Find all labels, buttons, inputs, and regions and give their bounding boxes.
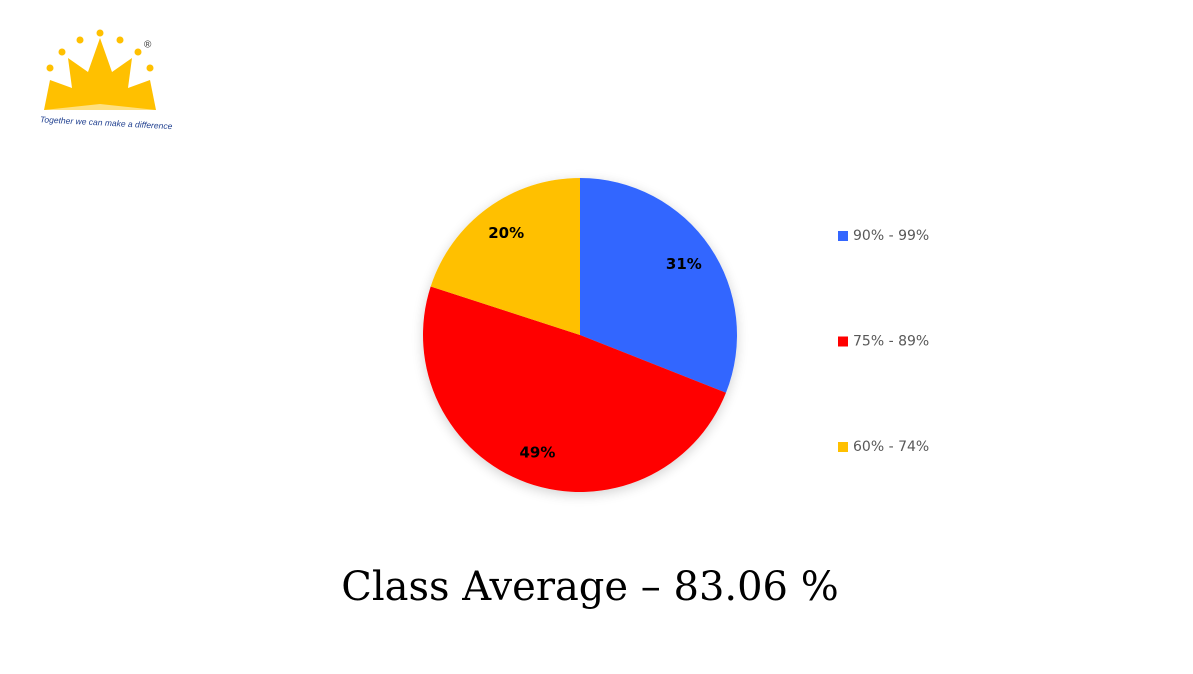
legend-swatch: [838, 231, 848, 241]
logo-mark: ®: [144, 40, 152, 51]
pie: [423, 178, 737, 492]
logo: ® Together we can make a difference: [40, 29, 173, 131]
pie-slice: [580, 178, 737, 393]
value-label: 20%: [488, 224, 524, 242]
legend-label: 75% - 89%: [853, 334, 929, 350]
legend-swatch: [838, 442, 848, 452]
logo-dot: [146, 64, 154, 72]
pie-slice: [423, 286, 726, 492]
legend-label: 60% - 74%: [853, 439, 929, 455]
logo-ray: [44, 104, 156, 110]
legend-swatch: [838, 336, 848, 347]
logo-dot: [76, 36, 84, 44]
logo-dot: [116, 36, 124, 44]
logo-tagline: Together we can make a difference: [40, 114, 173, 131]
value-label: 31%: [666, 255, 702, 273]
logo-dot: [46, 64, 54, 72]
logo-dot: [58, 48, 66, 56]
logo-dot: [134, 48, 142, 56]
logo-sun: [44, 38, 156, 110]
pie-slice: [430, 178, 580, 335]
legend-label: 90% - 99%: [853, 228, 929, 244]
value-label: 49%: [520, 444, 556, 462]
logo-dot: [96, 29, 104, 37]
caption: Class Average – 83.06 %: [341, 564, 838, 610]
